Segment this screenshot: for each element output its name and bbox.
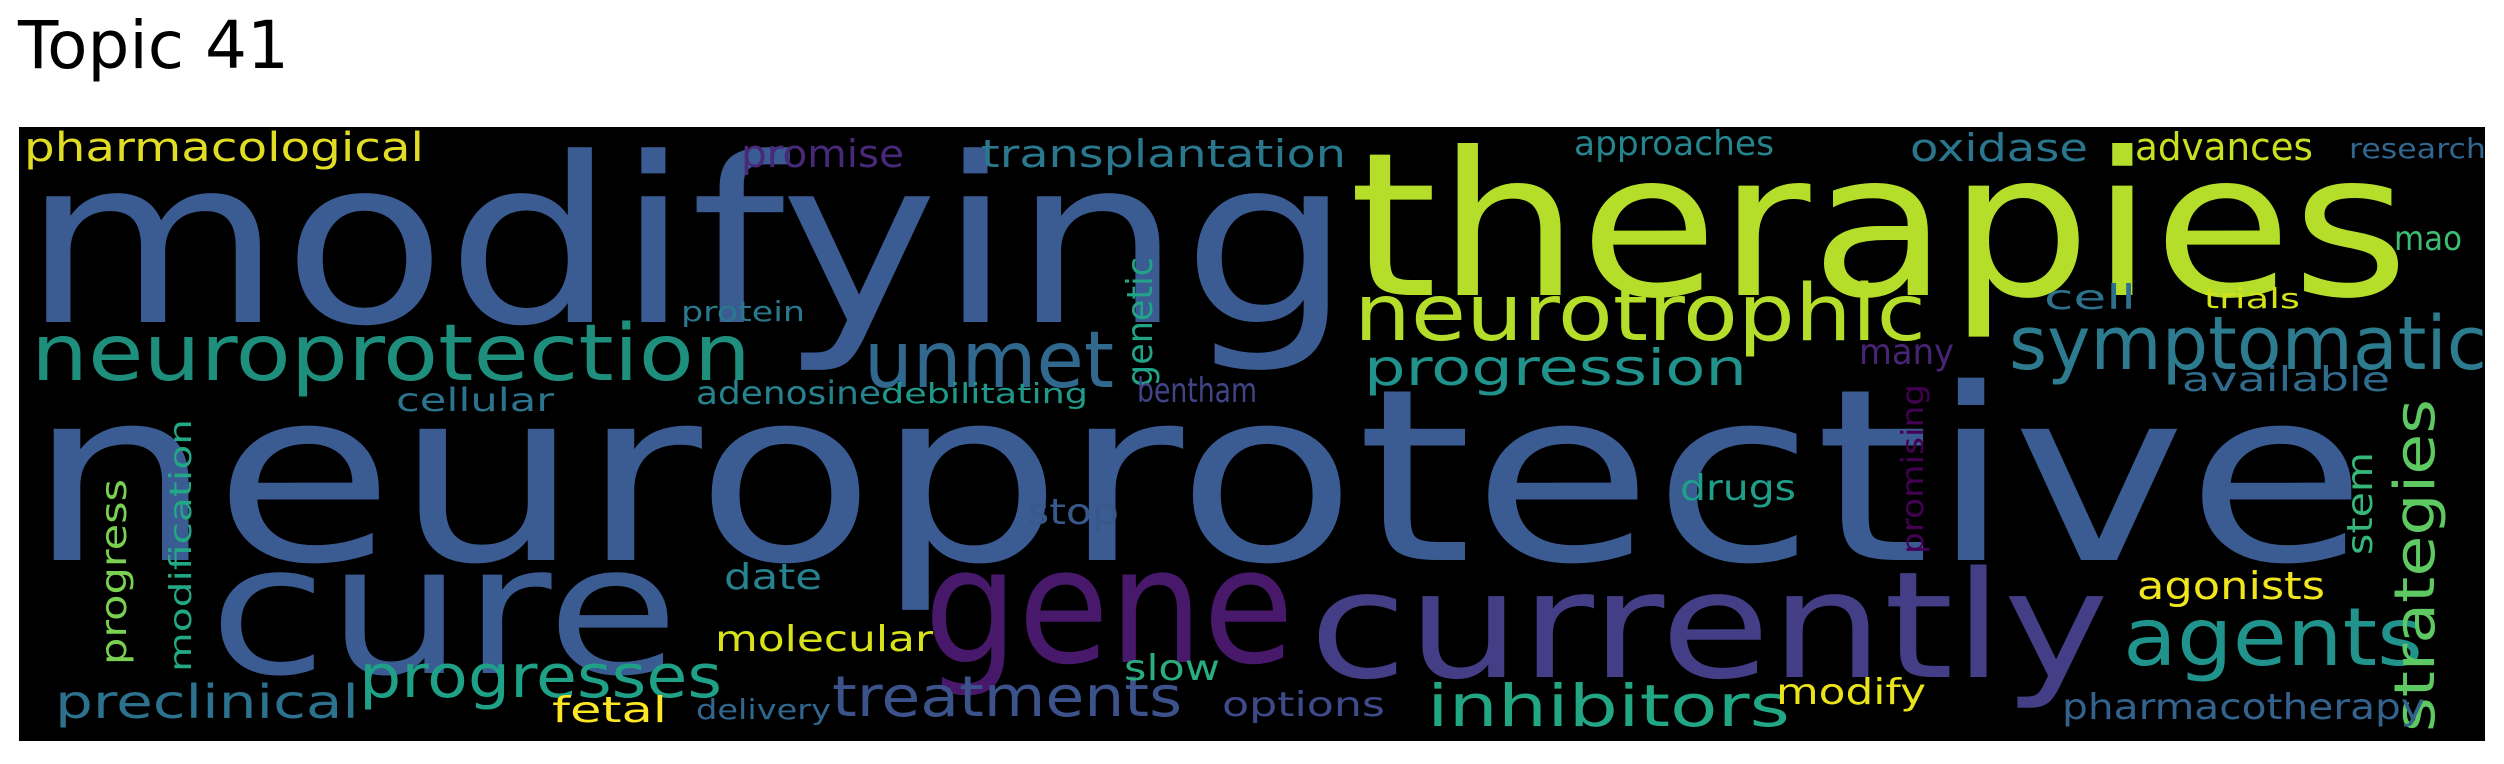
cloud-word: approaches bbox=[1574, 127, 1774, 164]
cloud-word: modification bbox=[164, 419, 199, 672]
cloud-word: neuroprotection bbox=[31, 309, 751, 399]
cloud-word: delivery bbox=[696, 693, 831, 726]
cloud-word: neuroprotective bbox=[27, 337, 2367, 617]
cloud-word: bentham bbox=[1137, 371, 1257, 411]
cloud-word: agonists bbox=[2137, 564, 2325, 608]
cloud-word: protein bbox=[681, 295, 805, 328]
cloud-word: inhibitors bbox=[1427, 672, 1790, 740]
cloud-word: therapies bbox=[1349, 127, 2409, 343]
cloud-word: preclinical bbox=[55, 675, 359, 729]
cloud-word: cellular bbox=[396, 381, 554, 419]
cloud-word: fetal bbox=[552, 690, 667, 731]
cloud-word: progresses bbox=[359, 642, 722, 712]
page-title: Topic 41 bbox=[18, 7, 289, 84]
cloud-word: modifying bbox=[22, 127, 1352, 377]
cloud-word: currently bbox=[1309, 540, 2109, 712]
cloud-word: advances bbox=[2135, 127, 2313, 169]
cloud-word: cure bbox=[209, 507, 679, 716]
cloud-word: available bbox=[2182, 360, 2390, 400]
cloud-word: progression bbox=[1364, 339, 1747, 397]
cloud-word: slow bbox=[1124, 648, 1220, 689]
cloud-word: mao bbox=[2394, 219, 2462, 259]
cloud-word: molecular bbox=[715, 619, 933, 660]
cloud-word: debilitating bbox=[881, 377, 1088, 410]
cloud-word: treatments bbox=[832, 665, 1182, 730]
cloud-word: unmet bbox=[864, 316, 1114, 406]
cloud-word: research bbox=[2349, 132, 2485, 165]
cloud-word: options bbox=[1222, 685, 1385, 725]
cloud-word: promising bbox=[1896, 384, 1931, 554]
cloud-word: promise bbox=[741, 132, 904, 176]
cloud-word: genetic bbox=[1120, 257, 1161, 387]
cloud-word: cell bbox=[2044, 278, 2136, 318]
cloud-word: progress bbox=[94, 479, 135, 665]
cloud-word: stem bbox=[2340, 452, 2381, 555]
cloud-word: drugs bbox=[1680, 468, 1796, 509]
cloud-word: agents bbox=[2123, 591, 2423, 684]
cloud-word: trials bbox=[2204, 282, 2300, 315]
cloud-word: neurotrophic bbox=[1354, 269, 1926, 359]
cloud-word: gene bbox=[924, 513, 1294, 700]
cloud-word: pharmacological bbox=[24, 127, 424, 171]
cloud-word: oxidase bbox=[1910, 127, 2088, 170]
cloud-word: adenosine bbox=[696, 374, 881, 412]
cloud-word: modify bbox=[1776, 672, 1926, 713]
word-cloud: neuroprotective modifying therapies cure gen… bbox=[19, 127, 2485, 741]
cloud-word: strategies bbox=[2383, 399, 2448, 732]
cloud-word: stop bbox=[1027, 492, 1119, 533]
cloud-word: transplantation bbox=[981, 132, 1346, 176]
cloud-word: date bbox=[724, 557, 822, 598]
cloud-word: symptomatic bbox=[2009, 301, 2485, 387]
cloud-word: many bbox=[1859, 332, 1954, 373]
cloud-word: pharmacotherapy bbox=[2062, 687, 2425, 728]
